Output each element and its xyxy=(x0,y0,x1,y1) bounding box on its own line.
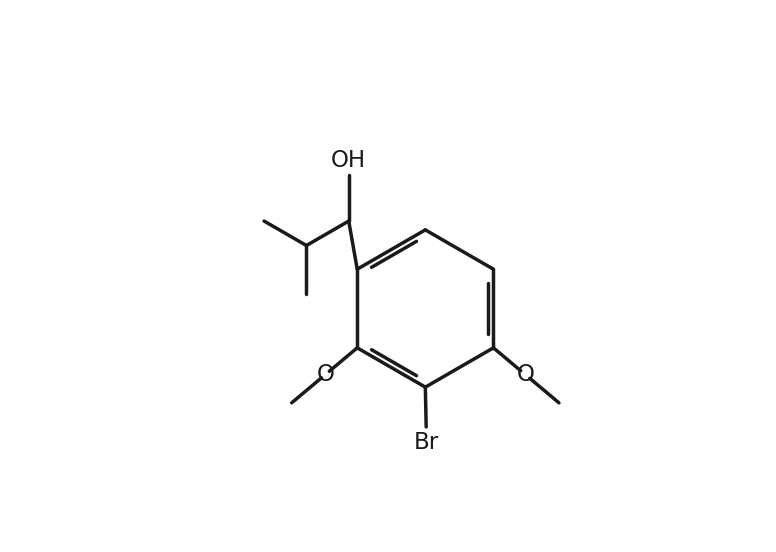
Text: O: O xyxy=(516,363,534,386)
Text: OH: OH xyxy=(331,149,366,172)
Text: Br: Br xyxy=(414,431,438,454)
Text: O: O xyxy=(317,363,334,386)
